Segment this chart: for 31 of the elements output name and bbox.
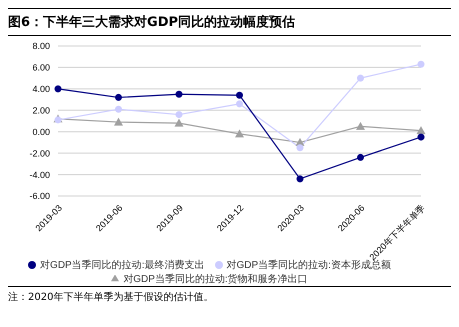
y-tick-label: -2.00 [29, 148, 50, 158]
point [296, 175, 304, 182]
y-tick-label: 0.00 [32, 126, 50, 137]
point [418, 60, 424, 68]
chart-title: 图6：下半年三大需求对GDP同比的拉动幅度预估 [8, 8, 451, 36]
point [176, 111, 182, 118]
point [418, 134, 424, 141]
point [296, 144, 304, 152]
point [236, 100, 243, 108]
point [235, 129, 244, 138]
y-tick-label: 8.00 [32, 41, 50, 52]
y-tick-label: -4.00 [29, 170, 50, 180]
point [114, 118, 123, 126]
y-tick-label: 2.00 [32, 105, 50, 116]
point [115, 94, 122, 101]
point [356, 122, 365, 130]
point [176, 90, 182, 98]
y-tick-label: -6.00 [29, 191, 50, 202]
text: 注：2020年下半年单季为基于假设的估计值。 [8, 290, 214, 304]
legend-label: 对GDP当季同比的拉动:货物和服务净出口 [123, 274, 308, 285]
point [115, 106, 122, 113]
point [236, 92, 243, 99]
legend-label: 对GDP当季同比的拉动:资本形成总额 [226, 260, 391, 271]
y-tick-label: 4.00 [32, 84, 50, 94]
point [54, 85, 62, 92]
point [174, 118, 184, 127]
legend-label: 对GDP当季同比的拉动:最终消费支出 [40, 260, 204, 271]
point [357, 154, 364, 161]
point [416, 126, 426, 134]
y-tick-label: 6.00 [32, 62, 50, 73]
point [357, 74, 364, 82]
